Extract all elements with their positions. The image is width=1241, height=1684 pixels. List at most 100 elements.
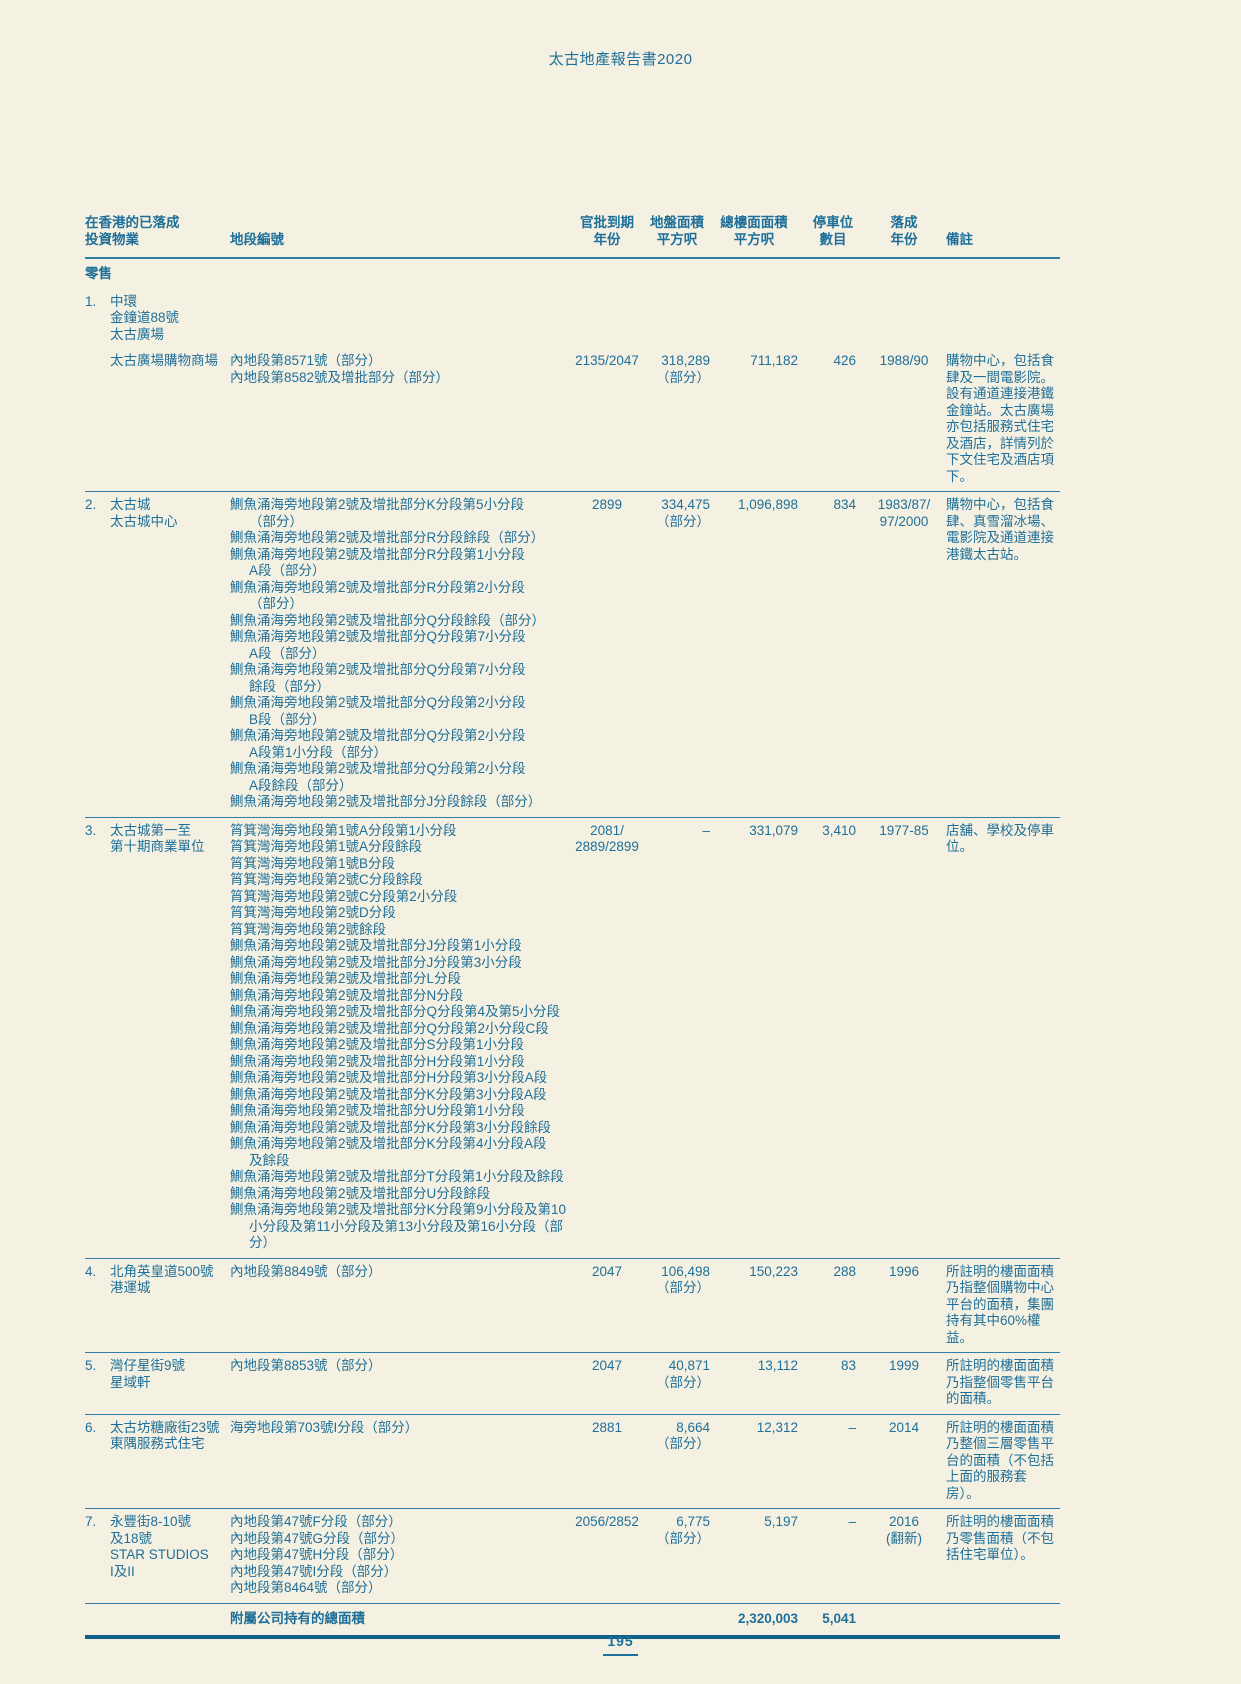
site-area-line: 40,871 — [668, 1358, 710, 1373]
gross-floor-area-cell: 5,197 — [710, 1514, 798, 1597]
header-completion-year: 落成 年份 — [868, 215, 940, 248]
completion-year-cell: 1996 — [868, 1264, 940, 1347]
property-name-line: I及II — [110, 1563, 135, 1579]
total-gfa-value: 2,320,003 — [737, 1610, 798, 1626]
lot-line: 鰂魚涌海旁地段第2號及增批部分Q分段第2小分段 B段（部分） — [230, 695, 526, 727]
lease-expiry-cell: 2047 — [570, 1264, 644, 1347]
header-property: 在香港的已落成 投資物業 — [85, 215, 230, 248]
header-parking-line2: 數目 — [819, 231, 847, 247]
row-number: 4. — [85, 1263, 97, 1279]
gross-floor-area-cell: 13,112 — [710, 1358, 798, 1408]
total-spacer-remarks — [940, 1611, 1060, 1628]
carpark-count-cell: 3,410 — [798, 823, 868, 1252]
property-name-cell: 太古城第一至 第十期商業單位 — [110, 823, 230, 1252]
site-area-line: （部分） — [656, 1436, 710, 1451]
header-property-line2: 投資物業 — [85, 231, 139, 247]
gross-floor-area-cell: 12,312 — [710, 1420, 798, 1503]
lot-numbers-cell: 內地段第8853號（部分） — [230, 1358, 570, 1408]
completion-year-cell: 1988/90 — [868, 294, 940, 486]
gfa-value: 1,096,898 — [737, 497, 798, 512]
lease-expiry-cell: 2135/2047 — [570, 294, 644, 486]
lease-expiry-cell: 2047 — [570, 1358, 644, 1408]
gross-floor-area-cell: 150,223 — [710, 1264, 798, 1347]
header-site-area: 地盤面積 平方呎 — [644, 215, 710, 248]
lease-expiry-line: 2899 — [591, 497, 623, 512]
property-row: 4. 北角英皇道500號 港運城 內地段第8849號（部分） 2047 106,498 （部… — [85, 1257, 1060, 1353]
header-parking-line1: 停車位 — [812, 215, 854, 230]
site-area-line: （部分） — [656, 513, 710, 529]
lot-line: 筲箕灣海旁地段第2號C分段餘段 — [230, 872, 423, 887]
property-name-line: 第十期商業單位 — [110, 839, 205, 854]
site-area-line: – — [702, 822, 710, 838]
row-number-cell: 6. — [85, 1420, 110, 1503]
site-area-line: （部分） — [656, 1280, 710, 1295]
site-area-cell: 6,775 （部分） — [644, 1514, 710, 1597]
property-name-cell: 太古城 太古城中心 — [110, 497, 230, 811]
remarks-cell: 所註明的樓面面積乃指整個零售平台的面積。 — [940, 1358, 1060, 1408]
lot-line: 內地段第47號F分段（部分） — [230, 1514, 402, 1529]
site-area-line: 318,289 — [661, 353, 710, 368]
lease-expiry-line: 2047 — [591, 1358, 623, 1373]
lease-expiry-cell: 2081/2889/2899 — [570, 823, 644, 1252]
total-label: 附屬公司持有的總面積 — [230, 1610, 365, 1626]
property-name-line: 中環 — [110, 293, 137, 309]
remarks-text: 所註明的樓面面積乃整個三層零售平台的面積（不包括上面的服務套房）。 — [946, 1419, 1054, 1501]
row-number: 2. — [85, 497, 97, 512]
property-name-cell: 北角英皇道500號 港運城 — [110, 1264, 230, 1347]
site-area-line: 106,498 — [661, 1263, 710, 1279]
section-label-retail: 零售 — [85, 266, 112, 281]
properties-table: 在香港的已落成 投資物業 地段編號 官批到期 年份 地盤面積 平方呎 總樓面面積… — [85, 215, 1060, 1639]
lot-line: 鰂魚涌海旁地段第2號及增批部分H分段第1小分段 — [230, 1053, 525, 1069]
header-site-line2: 平方呎 — [656, 231, 698, 247]
lease-expiry-cell: 2881 — [570, 1420, 644, 1503]
lot-line: 鰂魚涌海旁地段第2號及增批部分Q分段第4及第5小分段 — [230, 1004, 561, 1019]
property-name-line: 太古城中心 — [110, 513, 178, 529]
lot-line: 鰂魚涌海旁地段第2號及增批部分K分段第9小分段及第10 小分段及第11小分段及第… — [230, 1202, 567, 1250]
lot-line: 內地段第8853號（部分） — [230, 1358, 382, 1373]
lease-expiry-line: 2047 — [591, 1263, 623, 1279]
page-number-value: 195 — [603, 1633, 638, 1656]
lot-line: 鰂魚涌海旁地段第2號及增批部分K分段第3小分段餘段 — [230, 1119, 552, 1135]
carpark-value: 3,410 — [822, 822, 856, 838]
page-number: 195 — [0, 1633, 1241, 1656]
header-remarks: 備註 — [946, 231, 973, 247]
remarks-cell: 所註明的樓面面積乃整個三層零售平台的面積（不包括上面的服務套房）。 — [940, 1420, 1060, 1503]
total-spacer-site — [644, 1611, 710, 1628]
completion-year-line: 2016 — [888, 1514, 920, 1529]
completion-year-cell: 1999 — [868, 1358, 940, 1408]
lease-expiry-cell: 2899 — [570, 497, 644, 811]
header-completed-line1: 落成 — [890, 215, 918, 230]
completion-year-line: 1977-85 — [879, 822, 929, 838]
carpark-value: 426 — [833, 353, 856, 368]
row-number-cell: 1. — [85, 294, 110, 486]
lot-line: 鰂魚涌海旁地段第2號及增批部分J分段餘段（部分） — [230, 794, 542, 809]
site-area-line: （部分） — [656, 1530, 710, 1546]
lot-line: 鰂魚涌海旁地段第2號及增批部分K分段第3小分段A段 — [230, 1086, 547, 1102]
lot-line: 鰂魚涌海旁地段第2號及增批部分Q分段第7小分段 A段（部分） — [230, 629, 526, 661]
header-gfa-line2: 平方呎 — [733, 231, 775, 247]
carpark-count-cell: – — [798, 1420, 868, 1503]
header-carpark-count: 停車位 數目 — [798, 215, 868, 248]
row-number-cell: 5. — [85, 1358, 110, 1408]
property-sub-name: 太古廣場購物商場 — [110, 353, 218, 368]
lot-line: 鰂魚涌海旁地段第2號及增批部分Q分段第2小分段 A段餘段（部分） — [230, 761, 526, 793]
completion-year-cell: 2014 — [868, 1420, 940, 1503]
property-name-line: 及18號 — [110, 1530, 153, 1546]
carpark-value: – — [848, 1419, 856, 1435]
lease-expiry-line: 2056/2852 — [575, 1514, 639, 1529]
lot-line: 鰂魚涌海旁地段第2號及增批部分R分段第1小分段 A段（部分） — [230, 546, 525, 579]
total-spacer-year — [868, 1611, 940, 1628]
gfa-value: 711,182 — [750, 353, 798, 368]
remarks-cell: 購物中心，包括食肆及一間電影院。設有通道連接港鐵金鐘站。太古廣場亦包括服務式住宅… — [940, 294, 1060, 486]
lot-line: 鰂魚涌海旁地段第2號及增批部分J分段第3小分段 — [230, 954, 522, 970]
row-number: 5. — [85, 1358, 97, 1373]
lot-line: 內地段第8582號及增批部分（部分） — [230, 369, 450, 385]
property-name-line: 灣仔星街9號 — [110, 1358, 186, 1373]
row-number: 3. — [85, 822, 97, 838]
remarks-text: 所註明的樓面面積乃指整個零售平台的面積。 — [946, 1358, 1054, 1406]
property-name-line: 太古城 — [110, 497, 151, 512]
completion-year-line: 1983/87/ — [877, 497, 931, 512]
header-lease-line2: 年份 — [593, 231, 621, 247]
remarks-cell: 店舖、學校及停車位。 — [940, 823, 1060, 1252]
lot-line: 鰂魚涌海旁地段第2號及增批部分K分段第4小分段A段 及餘段 — [230, 1136, 547, 1168]
